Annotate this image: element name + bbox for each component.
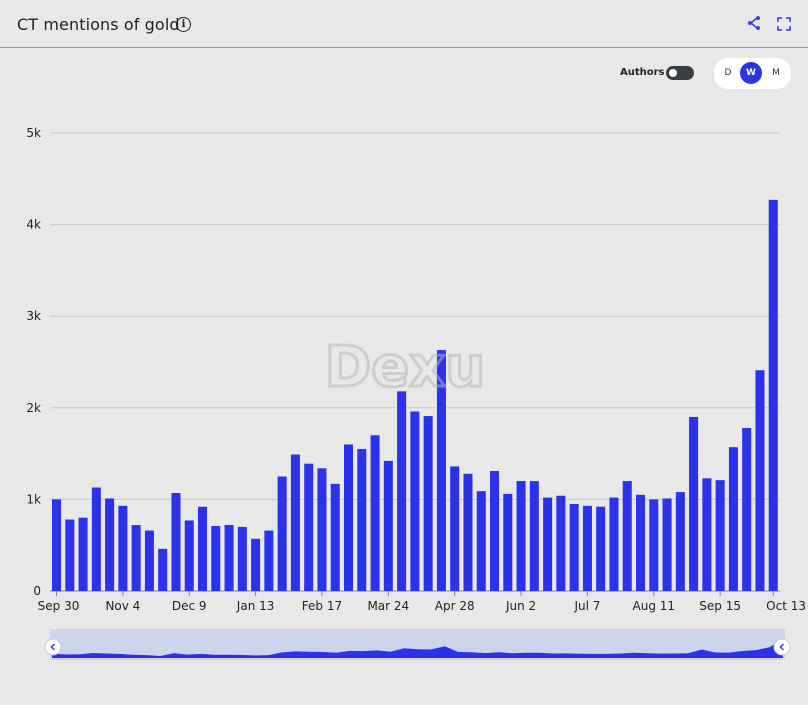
- bar[interactable]: [52, 499, 62, 591]
- bar[interactable]: [198, 506, 208, 591]
- y-tick-label: 5k: [26, 126, 41, 140]
- y-tick-label: 2k: [26, 401, 41, 415]
- x-tick-label: Feb 17: [302, 599, 342, 613]
- bar[interactable]: [131, 525, 141, 591]
- x-tick-label: Jan 13: [236, 599, 275, 613]
- bar[interactable]: [675, 492, 685, 591]
- bar[interactable]: [636, 494, 646, 591]
- bar[interactable]: [211, 525, 221, 591]
- period-week-button[interactable]: W: [740, 62, 762, 84]
- authors-toggle[interactable]: [666, 66, 694, 80]
- bar[interactable]: [689, 416, 699, 591]
- x-tick-label: Mar 24: [367, 599, 409, 613]
- share-icon[interactable]: [746, 15, 762, 31]
- toggle-knob: [669, 69, 677, 77]
- bar[interactable]: [490, 471, 500, 591]
- bar[interactable]: [78, 517, 88, 591]
- bar[interactable]: [503, 493, 513, 591]
- bar[interactable]: [317, 468, 327, 591]
- bar[interactable]: [596, 506, 606, 591]
- bar[interactable]: [436, 350, 446, 591]
- bar[interactable]: [158, 548, 168, 591]
- bar[interactable]: [344, 444, 354, 591]
- bar[interactable]: [304, 463, 314, 591]
- chevron-left-icon: [779, 643, 785, 651]
- bar[interactable]: [237, 526, 247, 591]
- bar[interactable]: [543, 497, 553, 591]
- bar[interactable]: [622, 481, 632, 591]
- bar[interactable]: [171, 492, 181, 591]
- bar-chart: 0 1k 2k 3k 4k 5k Sep 30 Nov 4 Dec 9 Jan 13 Feb 17 M…: [26, 126, 806, 613]
- bar[interactable]: [383, 460, 393, 591]
- bar[interactable]: [556, 495, 566, 591]
- bar[interactable]: [357, 449, 367, 591]
- bar[interactable]: [755, 370, 765, 591]
- brush-handle-left[interactable]: [44, 638, 62, 656]
- x-tick-label: Sep 15: [699, 599, 741, 613]
- brush-area: [52, 639, 783, 658]
- y-tick-label: 4k: [26, 218, 41, 232]
- bar[interactable]: [330, 483, 340, 591]
- bar[interactable]: [144, 530, 154, 591]
- bar[interactable]: [277, 476, 287, 592]
- y-tick-label: 0: [33, 584, 41, 598]
- bar[interactable]: [224, 525, 234, 591]
- bar[interactable]: [65, 519, 75, 591]
- chart-header: CT mentions of gold i: [0, 0, 808, 48]
- range-brush[interactable]: [44, 629, 791, 660]
- dexu-watermark: Dexu: [323, 338, 486, 398]
- bar[interactable]: [450, 466, 460, 591]
- y-tick-label: 3k: [26, 309, 41, 323]
- chevron-left-icon: [50, 643, 56, 651]
- x-tick-label: Apr 28: [435, 599, 475, 613]
- bar[interactable]: [423, 416, 433, 591]
- bar[interactable]: [609, 497, 619, 591]
- period-selector: D W M: [714, 58, 791, 89]
- authors-label: Authors: [620, 67, 665, 78]
- bar[interactable]: [728, 447, 738, 591]
- bar[interactable]: [768, 199, 778, 591]
- bar[interactable]: [702, 478, 712, 591]
- bar[interactable]: [715, 480, 725, 591]
- bar[interactable]: [649, 499, 659, 591]
- watermark-text: Dexu: [325, 338, 485, 398]
- bar[interactable]: [105, 498, 115, 591]
- brush-handle-right[interactable]: [773, 638, 791, 656]
- bar[interactable]: [184, 520, 194, 591]
- bar[interactable]: [118, 505, 128, 591]
- bar[interactable]: [463, 473, 473, 591]
- x-tick-label: Oct 13: [766, 599, 806, 613]
- x-tick-label: Dec 9: [172, 599, 207, 613]
- bar[interactable]: [251, 538, 261, 591]
- fullscreen-icon[interactable]: [777, 17, 791, 31]
- bar[interactable]: [290, 454, 300, 591]
- x-tick-label: Aug 11: [633, 599, 676, 613]
- period-day-button[interactable]: D: [724, 68, 732, 78]
- bar[interactable]: [569, 503, 579, 591]
- x-tick-label: Jul 7: [573, 599, 600, 613]
- bar[interactable]: [370, 435, 380, 591]
- period-month-button[interactable]: M: [772, 68, 780, 78]
- bar[interactable]: [529, 481, 539, 591]
- bar[interactable]: [742, 427, 752, 591]
- x-tick-label: Nov 4: [105, 599, 140, 613]
- bar[interactable]: [397, 391, 407, 591]
- bar[interactable]: [476, 491, 486, 591]
- bar[interactable]: [91, 487, 101, 591]
- bar[interactable]: [662, 498, 672, 591]
- x-tick-label: Jun 2: [505, 599, 536, 613]
- bar[interactable]: [582, 505, 592, 591]
- bar[interactable]: [410, 411, 420, 591]
- bar[interactable]: [516, 481, 526, 591]
- y-tick-label: 1k: [26, 492, 41, 506]
- info-icon[interactable]: i: [176, 17, 191, 32]
- x-tick-label: Sep 30: [38, 599, 80, 613]
- bar[interactable]: [264, 530, 274, 591]
- chart-title: CT mentions of gold: [17, 15, 180, 34]
